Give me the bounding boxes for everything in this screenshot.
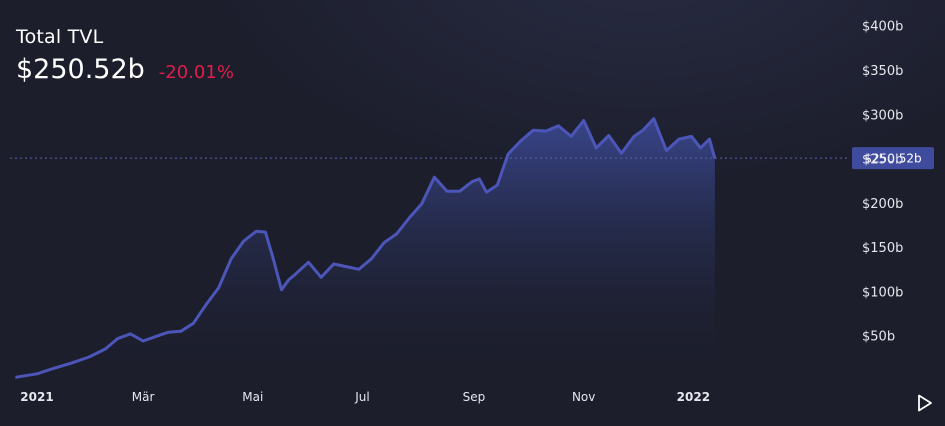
chart-title: Total TVL: [16, 26, 104, 48]
current-tvl-value: $250.52b: [16, 54, 145, 85]
x-tick-label: Mär: [132, 390, 155, 404]
y-tick-label: $400b: [862, 20, 903, 35]
tvl-series-line: [15, 117, 717, 379]
y-tick-label: $100b: [862, 285, 903, 300]
play-button[interactable]: [913, 391, 937, 415]
x-tick-label: Sep: [463, 390, 486, 404]
x-tick-label: Nov: [572, 390, 595, 404]
y-tick-label: $200b: [862, 197, 903, 212]
current-value-badge-label: $250.52b: [864, 152, 921, 166]
tvl-area-fill: [15, 118, 715, 380]
x-tick-label: 2021: [20, 390, 53, 404]
y-tick-label: $50b: [862, 330, 895, 345]
play-icon: [918, 394, 932, 412]
y-tick-label: $300b: [862, 108, 903, 123]
current-value-badge: [852, 147, 934, 170]
y-tick-label: $350b: [862, 64, 903, 79]
x-tick-label: 2022: [677, 390, 710, 404]
y-tick-label: $250b: [862, 153, 903, 168]
chart-header: Total TVL $250.52b -20.01%: [16, 26, 234, 85]
x-tick-label: Mai: [242, 390, 263, 404]
x-tick-label: Jul: [354, 390, 369, 404]
y-tick-label: $150b: [862, 241, 903, 256]
tvl-change-percent: -20.01%: [158, 62, 234, 83]
value-row: $250.52b -20.01%: [16, 54, 234, 85]
